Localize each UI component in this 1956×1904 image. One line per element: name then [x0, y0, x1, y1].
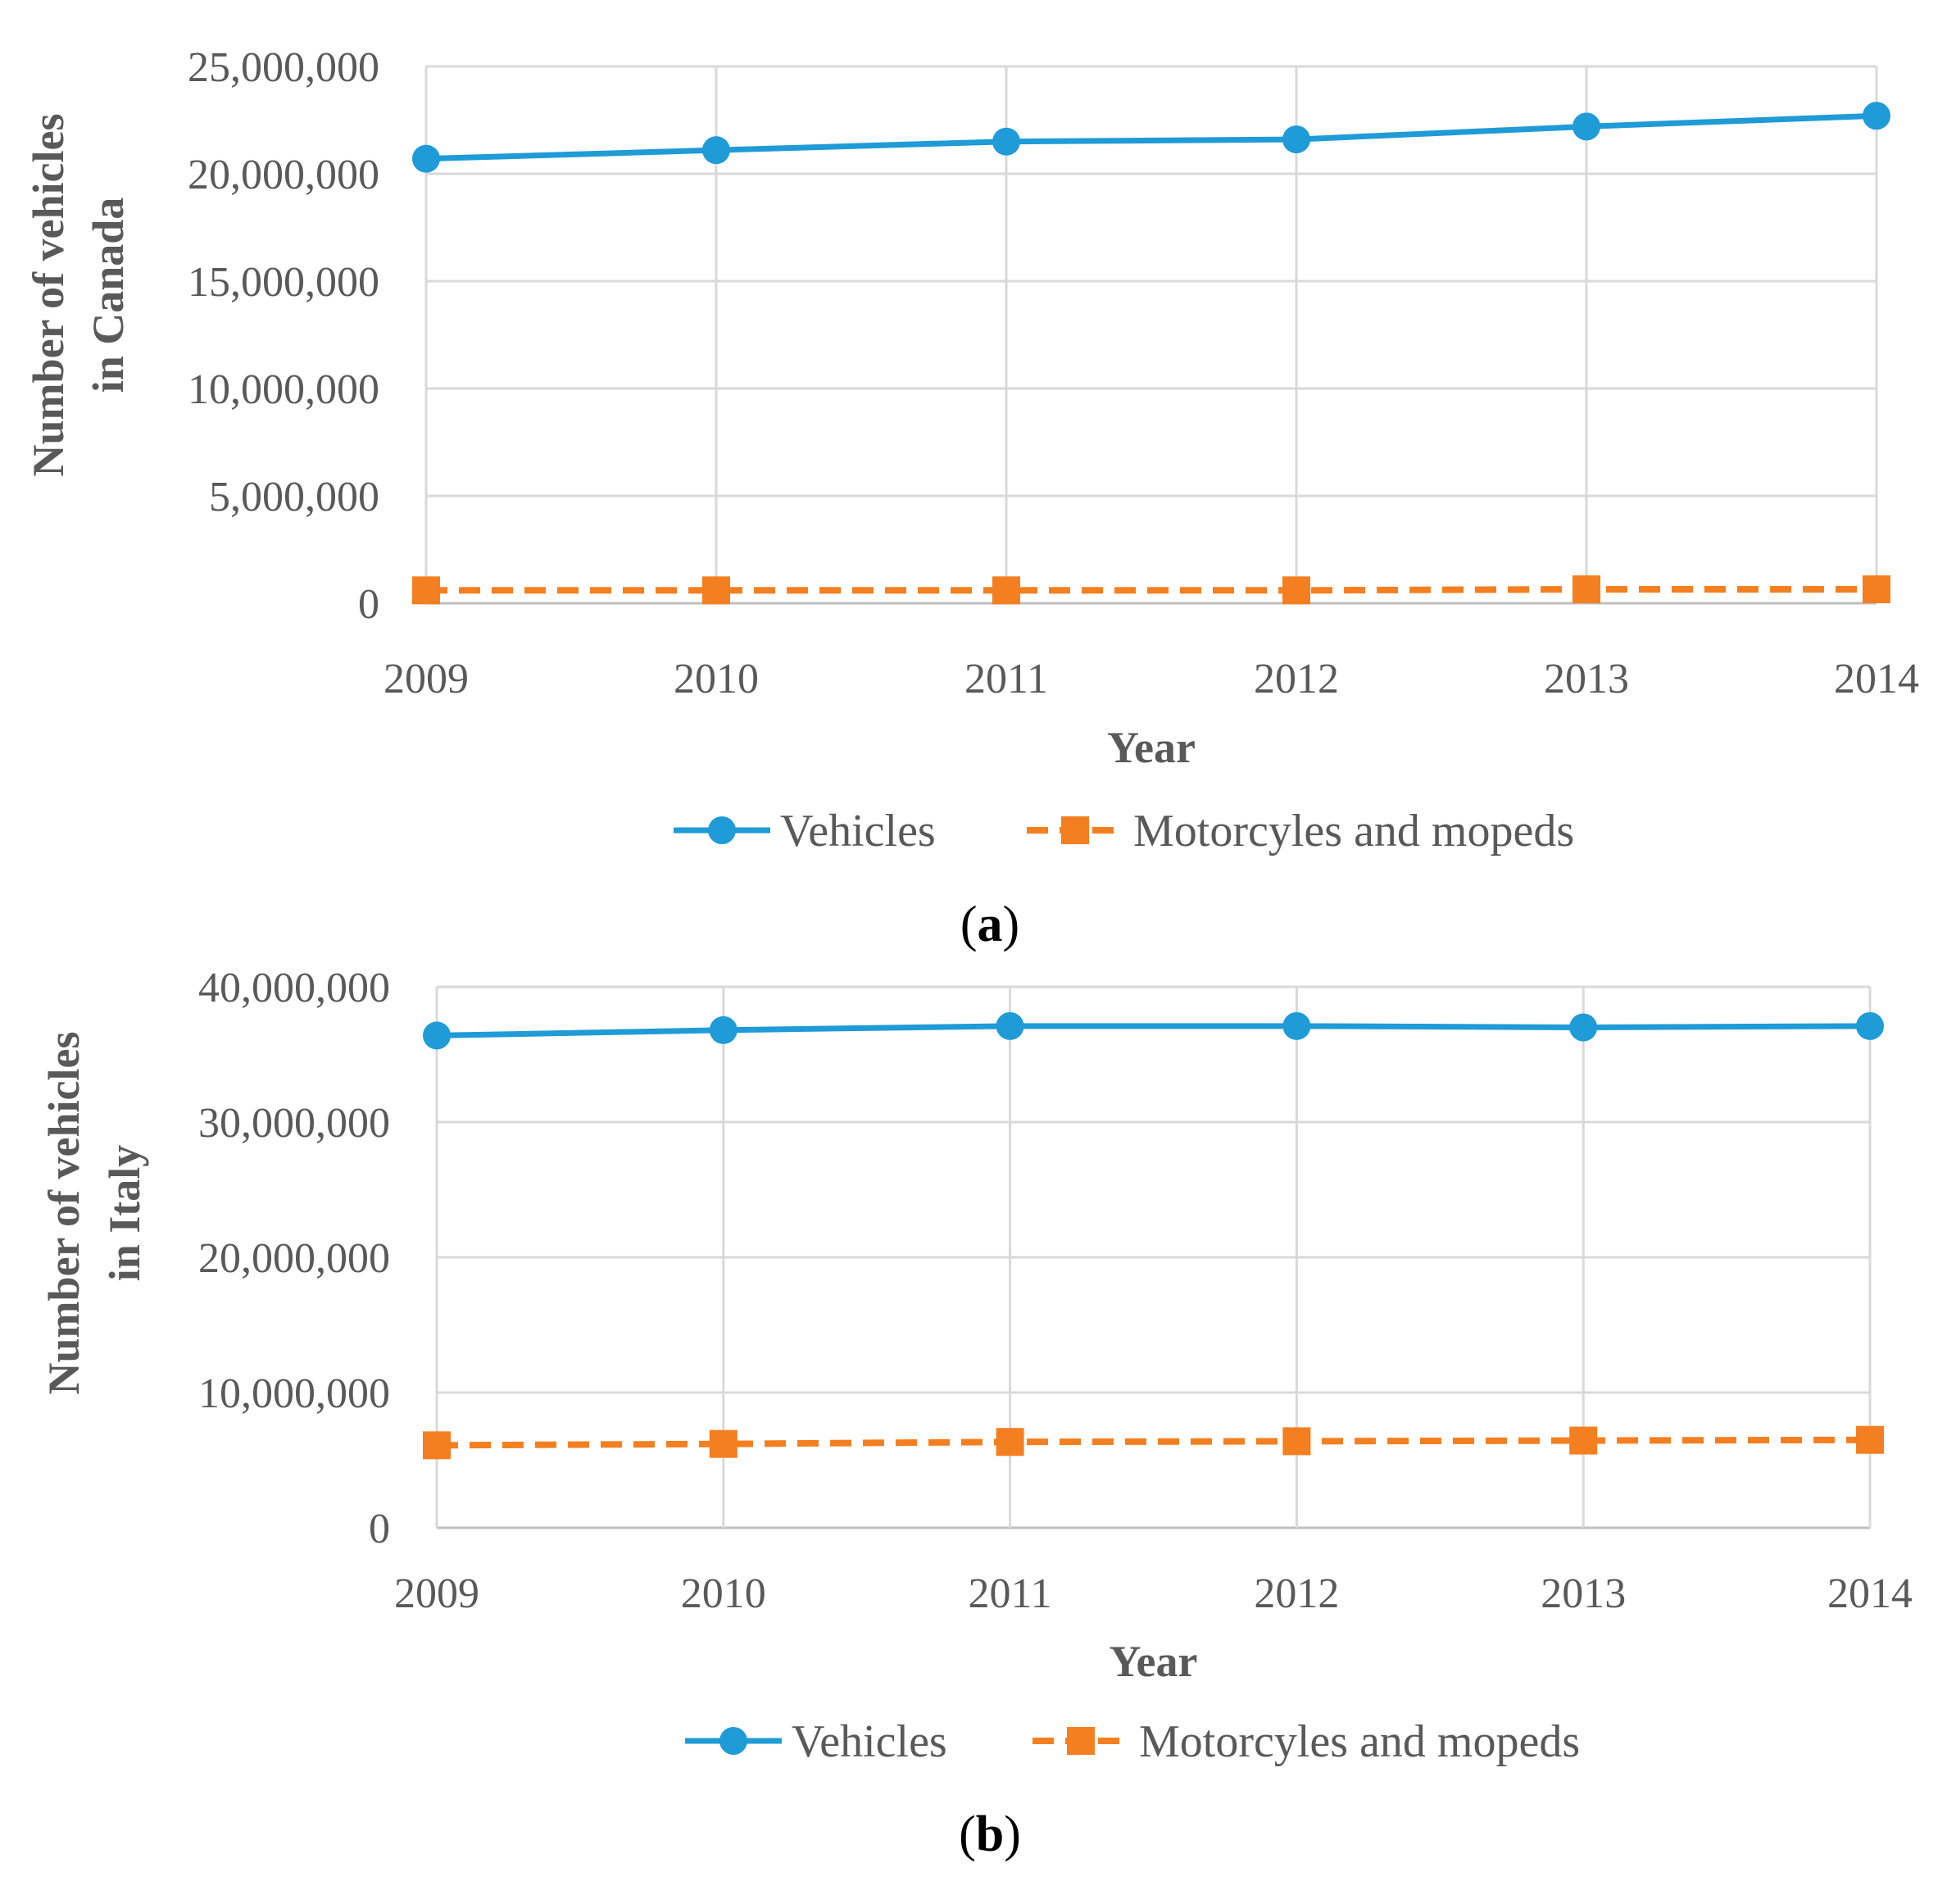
panel-caption-letter: a	[978, 897, 1003, 952]
panel-caption-close: )	[1003, 897, 1020, 952]
legend: Vehicles Motorcyles and mopeds	[685, 1716, 1580, 1767]
y-axis-title-line1: Number of vehicles	[39, 1032, 88, 1395]
data-point-motorcycles	[996, 1428, 1024, 1456]
panel-caption: (a)	[960, 897, 1019, 952]
x-tick-label: 2014	[1827, 1570, 1913, 1617]
legend-marker-motorcycles	[1061, 816, 1089, 844]
x-tick-label: 2009	[394, 1570, 479, 1617]
data-point-motorcycles	[709, 1429, 737, 1458]
chart-panel-b: 0 10,000,000 20,000,000 30,000,000 40,000,00…	[39, 965, 1913, 1862]
x-tick-label: 2013	[1544, 656, 1629, 702]
data-point-motorcycles	[1282, 1427, 1311, 1456]
y-tick-label: 5,000,000	[209, 474, 379, 520]
data-point-vehicles	[996, 1011, 1024, 1040]
y-tick-label: 20,000,000	[198, 1235, 390, 1282]
legend-marker-vehicles	[708, 816, 736, 844]
data-point-vehicles	[1573, 112, 1600, 141]
data-point-vehicles	[709, 1016, 737, 1044]
y-tick-label: 10,000,000	[198, 1370, 390, 1417]
x-axis-title: Year	[1107, 723, 1196, 772]
x-tick-label: 2012	[1254, 1570, 1339, 1617]
y-tick-label: 30,000,000	[198, 1100, 390, 1147]
panel-caption-letter: b	[976, 1806, 1004, 1862]
x-tick-label: 2014	[1834, 656, 1919, 702]
data-point-vehicles	[423, 1021, 451, 1050]
data-point-motorcycles	[1569, 1426, 1598, 1455]
y-axis-title-line2: in Canada	[84, 198, 133, 393]
data-point-vehicles	[992, 127, 1020, 156]
data-point-vehicles	[1863, 102, 1890, 130]
legend-label-vehicles: Vehicles	[780, 806, 936, 857]
x-tick-label: 2011	[964, 656, 1048, 702]
y-tick-label: 10,000,000	[188, 366, 379, 413]
legend-marker-motorcycles	[1067, 1727, 1095, 1755]
y-tick-label: 20,000,000	[188, 152, 379, 198]
series-line-vehicles	[436, 1023, 1871, 1038]
x-tick-label: 2010	[681, 1570, 766, 1617]
legend-label-vehicles: Vehicles	[792, 1716, 947, 1767]
data-point-vehicles	[1569, 1013, 1598, 1042]
series-line-vehicles	[425, 112, 1877, 162]
legend-label-motorcycles: Motorcyles and mopeds	[1133, 806, 1574, 857]
y-axis-title-line2: in Italy	[100, 1145, 149, 1282]
panel-caption: (b)	[959, 1806, 1021, 1862]
y-tick-label: 25,000,000	[188, 44, 379, 91]
chart-panel-a: 0 5,000,000 10,000,000 15,000,000 20,000,000…	[24, 44, 1919, 952]
data-point-motorcycles	[702, 576, 730, 605]
y-tick-label: 40,000,000	[198, 965, 390, 1011]
data-point-motorcycles	[412, 576, 440, 605]
series-line-motorcycles	[426, 585, 1877, 594]
x-axis-title: Year	[1110, 1637, 1198, 1686]
y-tick-label: 15,000,000	[188, 259, 379, 306]
x-tick-label: 2009	[383, 656, 469, 702]
x-tick-label: 2013	[1541, 1570, 1626, 1617]
x-tick-label: 2010	[674, 656, 759, 702]
legend-label-motorcycles: Motorcyles and mopeds	[1139, 1716, 1580, 1767]
legend: Vehicles Motorcyles and mopeds	[674, 806, 1574, 857]
data-point-motorcycles	[1282, 576, 1310, 605]
panel-caption-open: (	[959, 1806, 976, 1862]
data-point-motorcycles	[992, 576, 1020, 605]
y-tick-label: 0	[358, 581, 379, 628]
data-point-motorcycles	[423, 1431, 451, 1460]
data-point-vehicles	[1282, 1011, 1311, 1040]
x-tick-label: 2011	[969, 1570, 1052, 1617]
y-axis-title-line1: Number of vehicles	[24, 114, 73, 477]
data-point-motorcycles	[1573, 575, 1600, 603]
data-point-motorcycles	[1856, 1425, 1884, 1454]
legend-marker-vehicles	[719, 1727, 747, 1755]
panel-caption-open: (	[960, 897, 978, 952]
x-tick-label: 2012	[1254, 656, 1339, 702]
data-point-vehicles	[1856, 1011, 1884, 1040]
data-point-motorcycles	[1863, 575, 1890, 603]
data-point-vehicles	[412, 144, 440, 173]
data-point-vehicles	[1282, 125, 1310, 154]
panel-caption-close: )	[1004, 1806, 1021, 1862]
data-point-vehicles	[702, 136, 730, 165]
series-line-motorcycles	[436, 1436, 1871, 1449]
y-tick-label: 0	[369, 1506, 390, 1552]
